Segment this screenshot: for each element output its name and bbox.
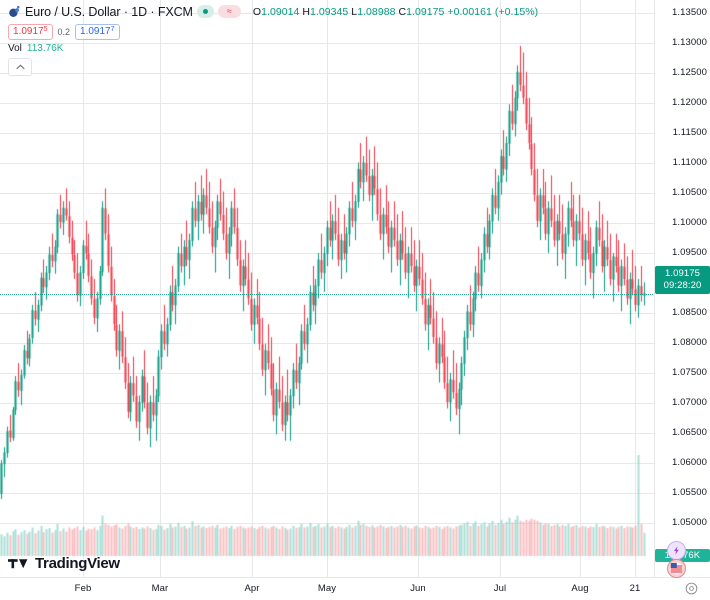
ohlc-low-label: L	[351, 5, 358, 18]
legend-title-row: Euro / U.S. Dollar · 1D · FXCM ≈ O1.0901…	[8, 3, 538, 20]
bid-price-fraction: 5	[43, 25, 48, 33]
price-axis-tick: 1.11000	[672, 157, 707, 168]
price-axis-tick: 1.13500	[671, 7, 707, 18]
spread-value: 0.2	[57, 26, 71, 37]
time-axis-tick[interactable]: Aug	[571, 583, 589, 594]
ohlc-high-label: H	[302, 5, 311, 18]
chevron-up-icon	[15, 64, 25, 70]
volume-legend-row: Vol 113.76K	[8, 42, 538, 55]
ohlc-change: +0.00161	[447, 5, 492, 18]
price-axis-tick: 1.10000	[671, 217, 707, 228]
lightning-bolt-icon[interactable]	[667, 541, 686, 560]
price-axis-tick: 1.06500	[671, 427, 707, 438]
current-price-time: 09:28:20	[663, 279, 702, 291]
ohlc-open-value: 1.09014	[261, 5, 300, 18]
us-flag-glyph	[670, 562, 683, 575]
time-axis[interactable]: Feb Mar Apr May Jun Jul Aug 21	[0, 577, 710, 600]
price-axis-tick: 1.12000	[671, 97, 707, 108]
price-axis-tick: 1.07500	[671, 367, 707, 378]
collapse-pane-button[interactable]	[8, 58, 32, 76]
ohlc-low-value: 1.08988	[357, 5, 396, 18]
ask-price-fraction: 7	[110, 25, 115, 33]
ask-price-box[interactable]: 1.0917 7	[75, 23, 120, 40]
time-axis-tick[interactable]: Mar	[151, 583, 169, 594]
bid-price-value: 1.0917	[13, 25, 44, 37]
time-axis-tick[interactable]: Apr	[244, 583, 260, 594]
chart-settings-gear-icon[interactable]	[685, 582, 698, 595]
price-axis-tick: 1.10500	[671, 187, 707, 198]
price-axis-tick: 1.09500	[671, 247, 707, 258]
chart-legend: Euro / U.S. Dollar · 1D · FXCM ≈ O1.0901…	[8, 3, 538, 76]
tradingview-watermark[interactable]: TradingView	[8, 555, 120, 572]
current-price-badge: 1.09175 09:28:20	[655, 266, 710, 294]
price-axis-tick: 1.07000	[671, 397, 707, 408]
us-flag-icon[interactable]	[667, 559, 686, 578]
time-axis-tick[interactable]: May	[317, 583, 337, 594]
price-axis-tick: 1.11500	[672, 127, 707, 138]
volume-value: 113.76K	[26, 43, 64, 54]
ohlc-open-label: O	[252, 5, 262, 18]
ohlc-change-percent: (+0.15%)	[494, 5, 539, 18]
market-open-dot-icon[interactable]	[196, 5, 214, 18]
symbol-title[interactable]: Euro / U.S. Dollar · 1D · FXCM	[25, 4, 193, 19]
current-price-line	[0, 293, 655, 295]
time-axis-tick[interactable]: Jul	[493, 583, 507, 594]
price-axis-tick: 1.06000	[671, 457, 707, 468]
time-axis-tick[interactable]: Feb	[74, 583, 92, 594]
candlestick-series-canvas	[0, 0, 655, 578]
legend-quote-row: 1.0917 5 0.2 1.0917 7	[8, 23, 538, 40]
bid-price-box[interactable]: 1.0917 5	[8, 23, 53, 40]
time-axis-tick[interactable]: Jun	[410, 583, 426, 594]
price-axis-tick: 1.05500	[671, 487, 707, 498]
price-axis-tick: 1.13000	[671, 37, 707, 48]
price-axis-tick: 1.08000	[671, 337, 707, 348]
time-axis-tick[interactable]: 21	[629, 583, 641, 594]
tradingview-logo-icon	[8, 558, 28, 568]
indicator-settings-icon[interactable]: ≈	[217, 5, 241, 18]
ask-price-value: 1.0917	[80, 25, 111, 37]
ohlc-values: O1.09014 H1.09345 L1.08988 C1.09175 +0.0…	[253, 6, 538, 18]
price-axis-tick: 1.08500	[671, 307, 707, 318]
lightning-bolt-glyph	[673, 546, 679, 555]
ohlc-high-value: 1.09345	[310, 5, 349, 18]
price-axis-tick: 1.12500	[671, 67, 707, 78]
ohlc-close-value: 1.09175	[406, 5, 445, 18]
fxcm-logo-icon	[9, 5, 20, 17]
volume-label: Vol	[8, 43, 22, 54]
tradingview-watermark-text: TradingView	[35, 555, 120, 572]
ohlc-close-label: C	[398, 5, 407, 18]
price-axis-tick: 1.05000	[671, 517, 707, 528]
price-axis[interactable]: 1.09175 09:28:20 113.76K 1.135001.130001…	[654, 0, 710, 578]
current-price-value: 1.09175	[664, 268, 701, 279]
chart-plot-area[interactable]	[0, 0, 655, 578]
